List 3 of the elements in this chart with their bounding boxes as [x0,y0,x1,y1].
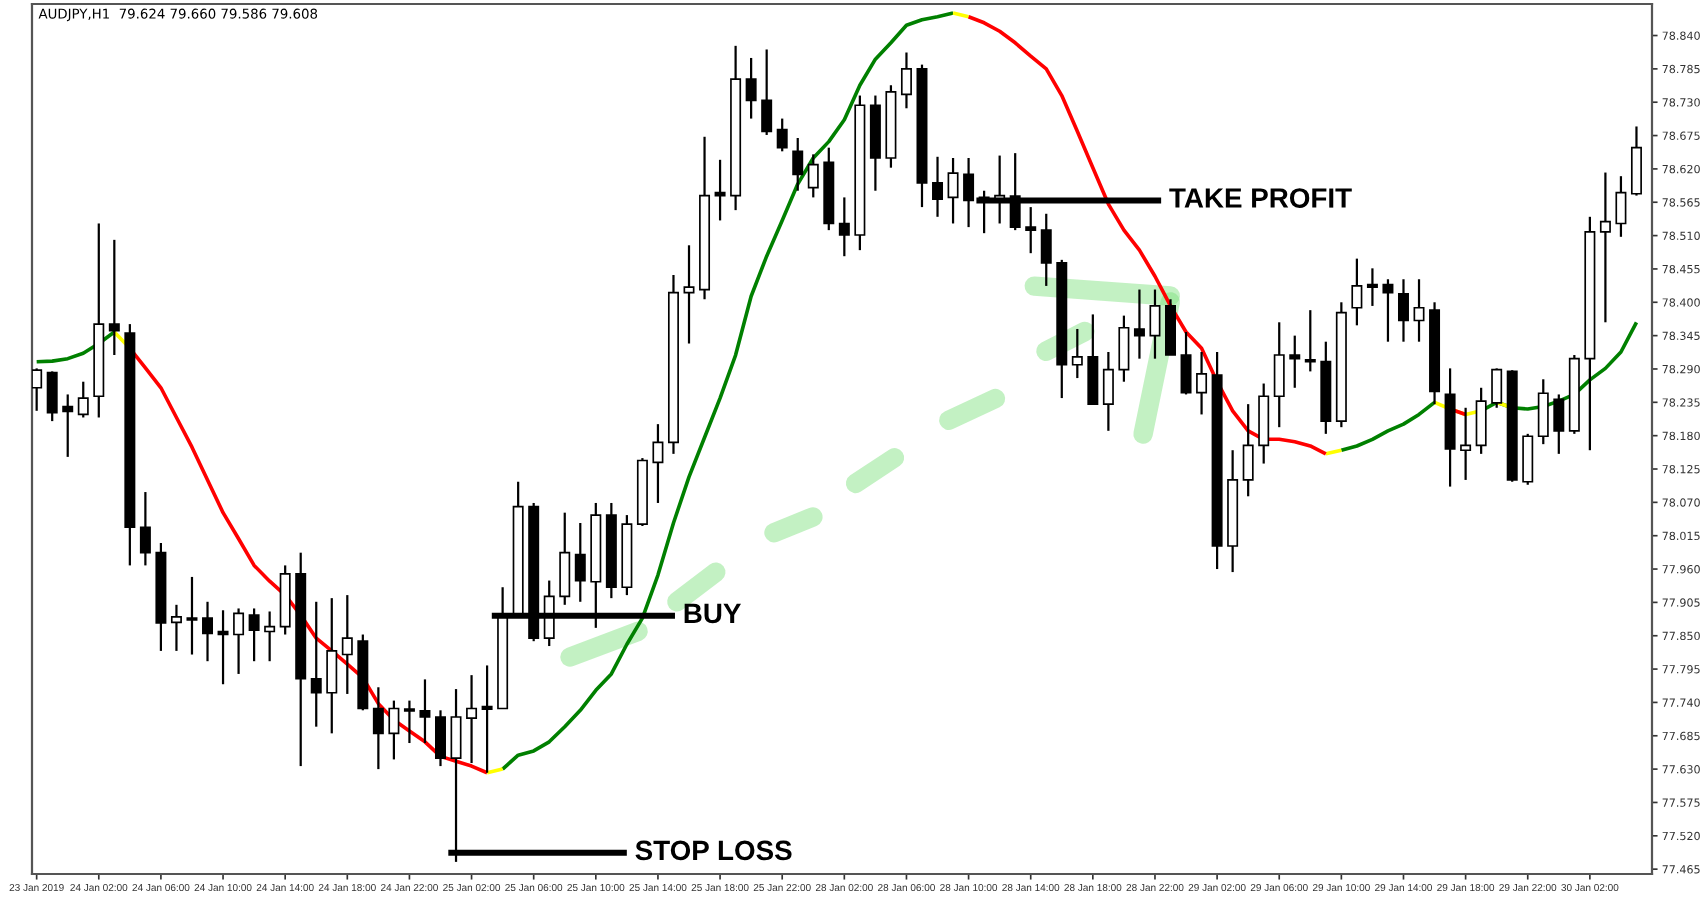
ref-line-label: STOP LOSS [635,840,792,861]
ref-line-label: BUY [684,603,741,624]
ref-line-label: TAKE PROFIT [1169,188,1352,208]
